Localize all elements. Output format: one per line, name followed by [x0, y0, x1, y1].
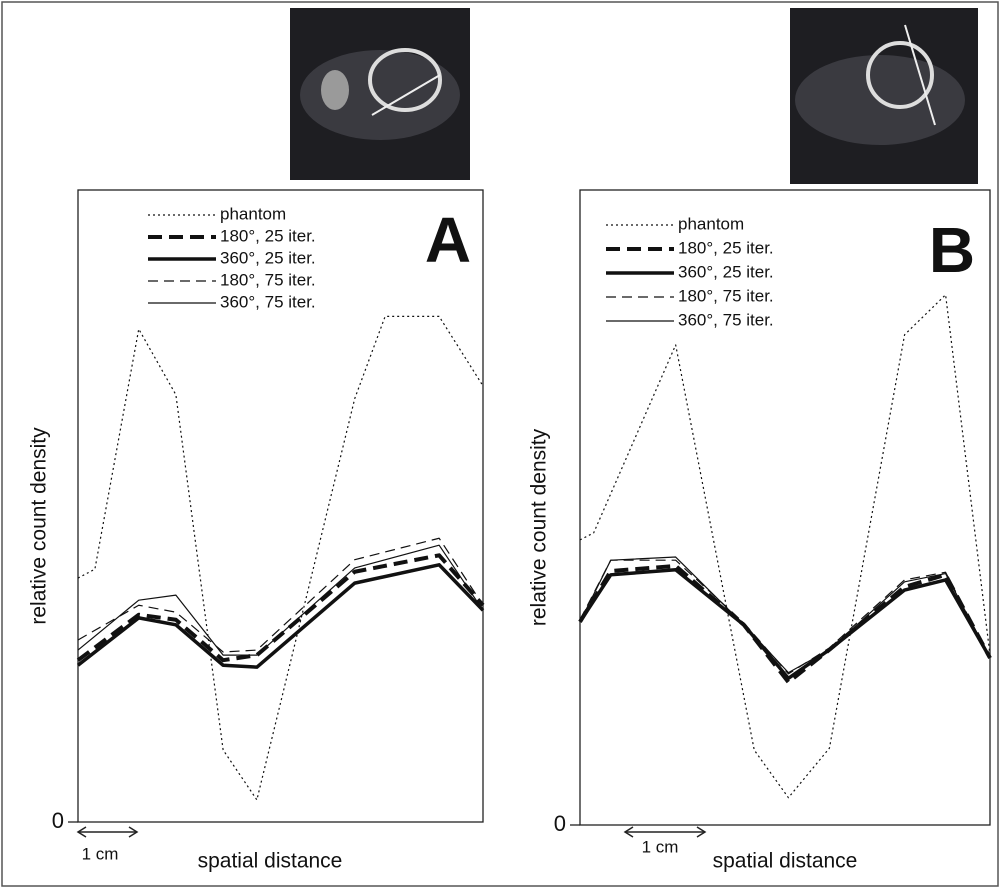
series-line: [78, 555, 483, 660]
legend-label: 180°, 75 iter.: [678, 286, 774, 305]
scale-bar-label: 1 cm: [642, 837, 679, 856]
legend-label: 180°, 25 iter.: [220, 226, 316, 245]
thumbnail-b: [790, 8, 978, 184]
y-axis-label: relative count density: [528, 428, 551, 626]
scale-bar-label: 1 cm: [82, 844, 119, 863]
series-line: [580, 295, 990, 798]
legend-label: 180°, 25 iter.: [678, 238, 774, 257]
panel-letter: A: [425, 204, 471, 276]
thumbnail-a: [290, 8, 470, 180]
series-line: [580, 557, 990, 673]
y-tick-label: 0: [52, 808, 64, 833]
series-line: [78, 545, 483, 655]
legend-label: phantom: [220, 204, 286, 223]
legend-label: 180°, 75 iter.: [220, 270, 316, 289]
x-axis-label: spatial distance: [713, 850, 858, 873]
series-line: [580, 570, 990, 679]
legend-label: 360°, 75 iter.: [220, 292, 316, 311]
y-axis-label: relative count density: [28, 427, 51, 625]
figure: 0 phantom 180°, 25 iter. 360°, 25 iter. 180°…: [0, 0, 1001, 890]
legend-label: phantom: [678, 214, 744, 233]
panel-letter: B: [929, 214, 975, 286]
legend-label: 360°, 25 iter.: [220, 248, 316, 267]
legend-label: 360°, 25 iter.: [678, 262, 774, 281]
legend-label: 360°, 75 iter.: [678, 310, 774, 329]
y-tick-label: 0: [554, 811, 566, 836]
x-axis-label: spatial distance: [198, 850, 343, 873]
